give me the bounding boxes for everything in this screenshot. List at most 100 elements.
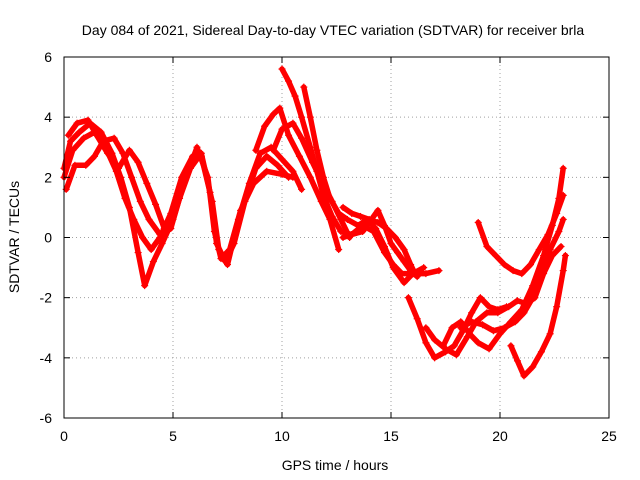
data-point-marker — [97, 128, 105, 136]
data-point-marker — [374, 206, 382, 214]
series-track — [253, 105, 342, 253]
data-point-marker — [230, 240, 238, 248]
data-point-marker — [147, 246, 155, 254]
data-point-marker — [468, 309, 476, 317]
data-point-marker — [319, 173, 327, 181]
data-point-marker — [276, 104, 284, 112]
data-point-marker — [431, 336, 439, 344]
data-point-marker — [559, 164, 567, 172]
data-point-marker — [261, 122, 269, 130]
data-point-marker — [213, 240, 221, 248]
data-point-marker — [561, 252, 569, 260]
data-point-marker — [91, 152, 99, 160]
y-tick-label: 4 — [44, 109, 52, 125]
data-point-marker — [372, 224, 380, 232]
data-point-marker — [555, 227, 563, 235]
series-track-d — [64, 116, 168, 232]
data-point-marker — [339, 234, 347, 241]
series-track-o — [457, 215, 567, 335]
data-point-marker — [306, 143, 314, 151]
data-point-marker — [121, 194, 129, 202]
data-point-marker — [335, 246, 343, 254]
data-point-marker — [529, 294, 537, 302]
y-tick-label: 2 — [44, 169, 52, 185]
data-point-marker — [553, 209, 561, 217]
data-point-marker — [104, 149, 112, 157]
data-point-marker — [289, 167, 297, 175]
data-point-marker — [380, 221, 388, 229]
data-point-marker — [520, 309, 528, 317]
data-point-marker — [145, 215, 153, 223]
data-point-marker — [492, 252, 500, 260]
data-point-marker — [400, 246, 408, 254]
data-point-marker — [520, 372, 528, 380]
data-point-marker — [479, 321, 487, 329]
data-point-marker — [84, 116, 92, 124]
data-point-marker — [143, 179, 151, 187]
data-point-marker — [285, 77, 293, 85]
data-point-marker — [507, 342, 515, 350]
series-track-p — [507, 252, 569, 380]
x-tick-label: 20 — [492, 428, 508, 444]
y-tick-label: -4 — [40, 350, 53, 366]
data-point-marker — [206, 188, 214, 196]
data-point-marker — [278, 125, 286, 133]
data-point-marker — [559, 215, 567, 223]
data-point-marker — [527, 261, 535, 269]
data-point-marker — [422, 270, 430, 278]
data-point-marker — [465, 330, 473, 338]
data-point-marker — [298, 113, 306, 121]
data-point-marker — [125, 146, 133, 154]
data-point-marker — [431, 354, 439, 362]
data-point-marker — [269, 146, 277, 154]
data-point-marker — [422, 339, 430, 347]
data-point-marker — [404, 294, 412, 302]
data-point-marker — [278, 65, 286, 73]
data-point-marker — [64, 131, 72, 139]
data-point-marker — [483, 243, 491, 251]
data-point-marker — [413, 273, 421, 281]
data-point-marker — [186, 164, 194, 172]
data-point-marker — [500, 324, 508, 332]
data-point-marker — [544, 230, 552, 238]
data-point-marker — [306, 113, 314, 121]
data-point-marker — [559, 191, 567, 199]
data-point-marker — [394, 249, 402, 257]
data-point-marker — [450, 342, 458, 350]
data-point-marker — [335, 209, 343, 217]
data-point-marker — [319, 191, 327, 199]
data-point-marker — [337, 227, 345, 235]
data-point-marker — [252, 146, 260, 154]
data-point-marker — [134, 249, 142, 257]
data-point-marker — [476, 294, 484, 302]
data-point-marker — [75, 128, 83, 136]
chart-title: Day 084 of 2021, Sidereal Day-to-day VTE… — [82, 22, 585, 38]
data-point-marker — [546, 246, 554, 254]
data-point-marker — [505, 303, 513, 311]
data-point-marker — [367, 215, 375, 223]
data-point-marker — [400, 279, 408, 287]
data-point-marker — [387, 240, 395, 248]
data-point-marker — [136, 197, 144, 205]
data-point-marker — [513, 357, 521, 365]
data-point-marker — [197, 149, 205, 157]
data-point-marker — [513, 297, 521, 305]
data-point-marker — [82, 161, 90, 169]
data-point-marker — [380, 243, 388, 251]
data-point-marker — [263, 167, 271, 175]
data-point-marker — [110, 134, 118, 142]
data-point-marker — [559, 267, 567, 275]
data-point-marker — [500, 261, 508, 269]
data-point-marker — [193, 143, 201, 151]
data-point-marker — [263, 152, 271, 160]
data-point-marker — [221, 258, 229, 266]
x-tick-label: 25 — [601, 428, 617, 444]
x-tick-label: 10 — [274, 428, 290, 444]
data-point-marker — [291, 92, 299, 100]
axis-ticks: 0 5 10 15 20 25 -6 -4 -2 0 2 4 6 — [40, 49, 617, 444]
data-point-marker — [474, 218, 482, 226]
data-point-marker — [71, 161, 79, 169]
data-point-marker — [457, 324, 465, 332]
data-point-marker — [115, 164, 122, 172]
